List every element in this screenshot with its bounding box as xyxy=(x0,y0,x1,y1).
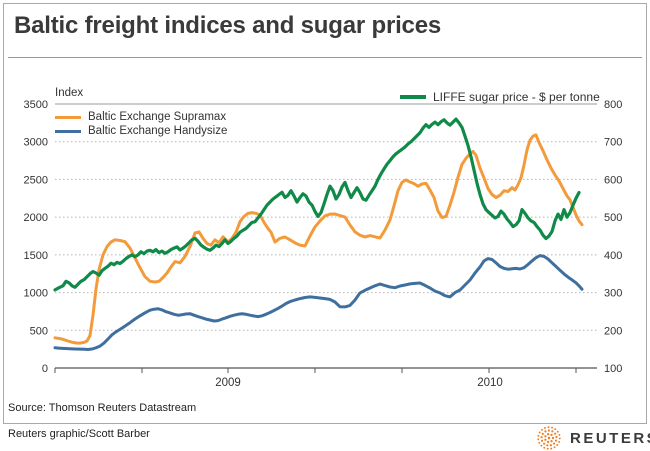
y-right-tick-label-300: 300 xyxy=(604,288,622,300)
credit-note: Reuters graphic/Scott Barber xyxy=(8,428,150,440)
logo-dot xyxy=(554,432,557,435)
logo-dot xyxy=(547,426,550,429)
legend-item-supramax: Baltic Exchange Supramax xyxy=(55,111,227,123)
legend-label-supramax: Baltic Exchange Supramax xyxy=(88,111,227,123)
logo-dot xyxy=(558,440,561,443)
logo-dot xyxy=(544,435,547,438)
logo-dot xyxy=(549,444,552,447)
logo-dot xyxy=(551,426,554,429)
logo-dot xyxy=(550,447,553,450)
series-line-baltic-exchange-supramax xyxy=(53,133,584,345)
y-left-tick-label-3000: 3000 xyxy=(24,137,48,149)
logo-dot xyxy=(538,441,541,444)
reuters-dotted-sphere-icon xyxy=(536,425,562,451)
y-left-tick-label-2500: 2500 xyxy=(24,174,48,186)
source-note: Source: Thomson Reuters Datastream xyxy=(8,402,197,414)
reuters-logo: REUTERS xyxy=(536,425,650,451)
y-right-tick-label-600: 600 xyxy=(604,174,622,186)
y-left-tick-label-0: 0 xyxy=(42,363,48,375)
handysize-line-swatch xyxy=(55,129,81,133)
logo-dot xyxy=(542,442,546,445)
logo-dot xyxy=(538,431,541,434)
logo-dot xyxy=(546,440,550,444)
series-line-liffe-sugar-price-per-tonne xyxy=(53,117,581,292)
y-right-tick-label-800: 800 xyxy=(604,99,622,111)
page-title: Baltic freight indices and sugar prices xyxy=(14,12,441,39)
x-axis-label-2009: 2009 xyxy=(215,377,241,389)
logo-dot xyxy=(551,430,554,433)
logo-dot xyxy=(537,438,540,441)
legend-item-handysize: Baltic Exchange Handysize xyxy=(55,125,227,137)
logo-dot xyxy=(537,434,540,437)
x-axis-label-2010: 2010 xyxy=(477,377,503,389)
legend: Baltic Exchange Supramax Baltic Exchange… xyxy=(55,111,227,137)
logo-dot xyxy=(556,444,559,446)
logo-dot xyxy=(546,432,550,436)
y-left-tick-label-1500: 1500 xyxy=(24,250,48,262)
y-right-tick-label-400: 400 xyxy=(604,250,622,262)
sugar-line-swatch xyxy=(400,95,426,99)
title-divider xyxy=(8,57,642,58)
y-left-tick-label-1000: 1000 xyxy=(24,288,48,300)
series-line-baltic-exchange-handysize xyxy=(53,254,584,351)
reuters-logo-text: REUTERS xyxy=(570,429,650,447)
y-left-tick-label-2000: 2000 xyxy=(24,212,48,224)
logo-dot xyxy=(554,439,558,442)
logo-dot xyxy=(555,435,558,439)
logo-dot xyxy=(556,430,559,433)
logo-dot xyxy=(541,428,543,431)
y-right-tick-label-100: 100 xyxy=(604,363,622,375)
reuters-sphere-svg xyxy=(537,426,561,450)
y-left-tick-label-3500: 3500 xyxy=(24,99,48,111)
logo-dot xyxy=(553,446,556,449)
logo-dot xyxy=(540,436,543,439)
y-axis-title: Index xyxy=(55,87,84,99)
logo-dot xyxy=(540,439,544,442)
logo-dot xyxy=(544,438,547,441)
chart-card xyxy=(3,3,647,424)
logo-dot xyxy=(547,436,551,440)
logo-dot xyxy=(544,430,547,433)
logo-dot xyxy=(540,444,543,447)
legend-item-sugar: LIFFE sugar price - $ per tonne xyxy=(400,90,600,104)
logo-dot xyxy=(546,447,549,450)
y-left-tick-label-500: 500 xyxy=(30,325,48,337)
logo-dot xyxy=(543,446,546,449)
logo-dot xyxy=(550,439,553,443)
supramax-line-swatch xyxy=(55,115,81,119)
logo-dot xyxy=(541,432,544,435)
logo-dot xyxy=(558,437,561,440)
logo-dot xyxy=(554,428,557,431)
logo-dot xyxy=(552,442,556,445)
y-right-tick-label-500: 500 xyxy=(604,212,622,224)
logo-dot xyxy=(546,444,549,447)
logo-dot xyxy=(544,426,546,429)
logo-dot xyxy=(547,429,551,432)
logo-dot xyxy=(558,433,561,436)
y-right-tick-label-700: 700 xyxy=(604,137,622,149)
legend-label-handysize: Baltic Exchange Handysize xyxy=(88,125,228,137)
legend-label-sugar: LIFFE sugar price - $ per tonne xyxy=(433,90,600,104)
y-right-tick-label-200: 200 xyxy=(604,325,622,337)
logo-dot xyxy=(550,433,553,437)
logo-dot xyxy=(551,436,555,440)
